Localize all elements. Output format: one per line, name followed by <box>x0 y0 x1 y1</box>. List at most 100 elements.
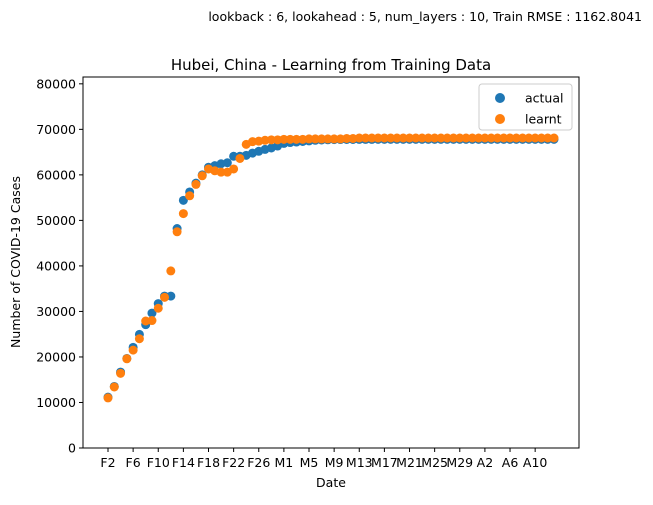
data-point-learnt <box>323 134 333 144</box>
data-points <box>103 133 559 403</box>
x-tick-label: F10 <box>147 455 170 470</box>
data-point-learnt <box>474 133 484 143</box>
data-point-learnt <box>166 266 176 276</box>
data-point-learnt <box>499 133 509 143</box>
data-point-learnt <box>492 133 502 143</box>
plot-axes <box>82 76 580 449</box>
y-axis-ticks: 0 10000 20000 30000 40000 50000 60000 70000 8000… <box>36 76 83 456</box>
data-point-learnt <box>367 133 377 143</box>
data-point-learnt <box>160 292 170 302</box>
data-point-learnt <box>455 133 465 143</box>
data-point-learnt <box>543 133 553 143</box>
x-tick-label: M17 <box>371 455 398 470</box>
data-point-learnt <box>342 133 352 143</box>
data-point-learnt <box>392 133 402 143</box>
data-point-learnt <box>486 133 496 143</box>
data-point-learnt <box>549 133 559 143</box>
legend: actual learnt <box>478 83 573 131</box>
data-point-learnt <box>467 133 477 143</box>
data-point-learnt <box>373 133 383 143</box>
data-point-learnt <box>423 133 433 143</box>
data-point-learnt <box>361 133 371 143</box>
x-tick-label: F2 <box>100 455 115 470</box>
data-point-learnt <box>285 134 295 144</box>
x-tick-label: F22 <box>222 455 245 470</box>
data-point-learnt <box>461 133 471 143</box>
plot-frame <box>82 76 580 449</box>
data-point-learnt <box>185 191 195 201</box>
data-point-learnt <box>279 134 289 144</box>
data-point-learnt <box>518 133 528 143</box>
y-axis-label: Number of COVID-19 Cases <box>8 176 23 348</box>
x-tick-label: M21 <box>396 455 423 470</box>
data-point-learnt <box>304 134 314 144</box>
x-axis-ticks: F2 F6 F10 F14 F18 F22 F26 M1 M5 M9 M13M17M21M25M29… <box>100 448 547 470</box>
data-point-actual <box>147 308 157 318</box>
data-point-learnt <box>109 382 119 392</box>
data-point-learnt <box>235 153 245 163</box>
y-tick-label: 0 <box>68 441 76 456</box>
x-tick-label: F14 <box>172 455 195 470</box>
x-tick-label: M13 <box>346 455 373 470</box>
data-point-learnt <box>178 209 188 219</box>
data-point-learnt <box>448 133 458 143</box>
data-point-actual <box>222 158 232 168</box>
y-tick-label: 70000 <box>36 122 76 137</box>
data-point-learnt <box>411 133 421 143</box>
data-point-learnt <box>511 133 521 143</box>
data-point-learnt <box>116 368 126 378</box>
data-point-learnt <box>442 133 452 143</box>
x-tick-label: F26 <box>247 455 270 470</box>
data-point-learnt <box>430 133 440 143</box>
x-tick-label: M5 <box>300 455 319 470</box>
data-point-learnt <box>505 133 515 143</box>
chart-title: Hubei, China - Learning from Training Da… <box>171 56 491 74</box>
x-tick-label: M9 <box>325 455 344 470</box>
legend-marker-actual <box>495 93 505 103</box>
data-point-learnt <box>354 133 364 143</box>
y-tick-label: 20000 <box>36 349 76 364</box>
legend-label-actual: actual <box>525 91 564 106</box>
data-point-learnt <box>266 135 276 145</box>
data-point-learnt <box>103 393 113 403</box>
data-point-learnt <box>436 133 446 143</box>
x-tick-label: M25 <box>421 455 448 470</box>
x-tick-label: F18 <box>197 455 220 470</box>
data-point-learnt <box>134 334 144 344</box>
data-point-learnt <box>405 133 415 143</box>
x-tick-label: A6 <box>502 455 519 470</box>
x-tick-label: F6 <box>126 455 141 470</box>
y-tick-label: 80000 <box>36 76 76 91</box>
data-point-learnt <box>386 133 396 143</box>
data-point-learnt <box>398 133 408 143</box>
legend-label-learnt: learnt <box>525 112 562 127</box>
y-tick-label: 30000 <box>36 304 76 319</box>
data-point-learnt <box>317 134 327 144</box>
data-point-learnt <box>191 179 201 189</box>
data-point-learnt <box>291 134 301 144</box>
y-tick-label: 10000 <box>36 395 76 410</box>
data-point-learnt <box>172 227 182 237</box>
data-point-learnt <box>310 134 320 144</box>
x-tick-label: A10 <box>523 455 548 470</box>
data-point-learnt <box>480 133 490 143</box>
data-point-learnt <box>122 354 132 364</box>
data-point-learnt <box>329 134 339 144</box>
data-point-learnt <box>128 345 138 355</box>
data-point-learnt <box>197 171 207 181</box>
run-info-text: lookback : 6, lookahead : 5, num_layers … <box>208 9 642 24</box>
data-point-learnt <box>417 133 427 143</box>
x-tick-label: M1 <box>275 455 294 470</box>
x-tick-label: M29 <box>446 455 473 470</box>
data-point-actual <box>178 195 188 205</box>
data-point-learnt <box>379 133 389 143</box>
y-tick-label: 50000 <box>36 213 76 228</box>
data-point-learnt <box>229 164 239 174</box>
x-tick-label: A2 <box>477 455 494 470</box>
data-point-learnt <box>216 167 226 177</box>
series-learnt <box>103 133 559 403</box>
data-point-learnt <box>536 133 546 143</box>
x-axis-label: Date <box>316 475 346 490</box>
